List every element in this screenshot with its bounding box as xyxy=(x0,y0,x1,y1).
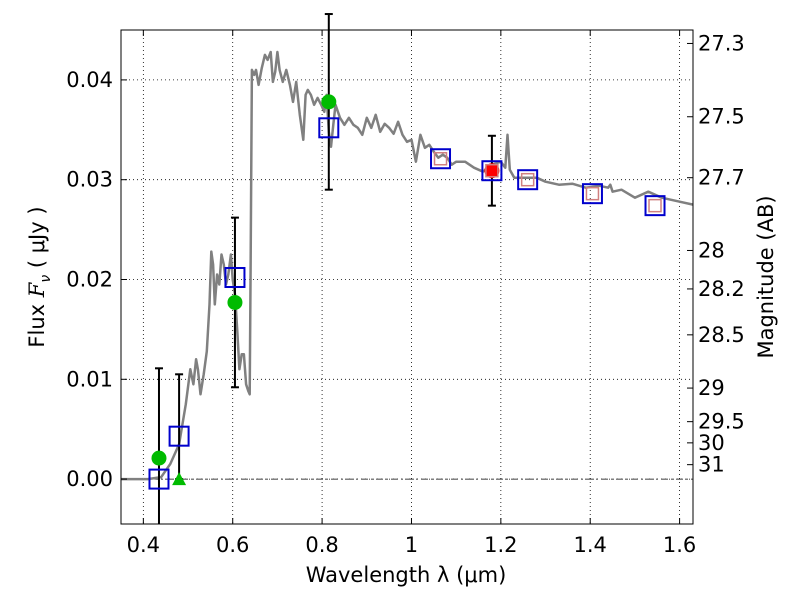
x-tick-label: 1.6 xyxy=(663,533,696,557)
x-tick-label: 0.8 xyxy=(305,533,338,557)
right-tick-label: 27.5 xyxy=(698,105,745,129)
right-tick-label: 30 xyxy=(698,431,725,455)
synthetic-point xyxy=(517,169,539,191)
x-tick-label: 1.4 xyxy=(574,533,607,557)
y-axis-label-symbol: F xyxy=(25,281,49,298)
nir-point xyxy=(484,163,500,179)
x-ticks: 0.4 0.6 0.8 1 1.2 1.4 1.6 xyxy=(127,30,696,557)
synthetic-point xyxy=(224,266,246,288)
synthetic-point xyxy=(644,195,666,217)
synthetic-point xyxy=(318,117,340,139)
synthetic-photometry-layer xyxy=(148,117,666,490)
right-tick-label: 27.3 xyxy=(698,31,745,55)
plot-frame xyxy=(120,29,694,525)
observed-point xyxy=(151,450,167,466)
right-tick-label: 28 xyxy=(698,238,725,262)
y-tick-label: 0.01 xyxy=(66,367,113,391)
model-spectrum-line xyxy=(121,50,694,481)
y-ticks: 0.00 0.01 0.02 0.03 0.04 xyxy=(66,68,127,491)
synthetic-point xyxy=(581,183,603,205)
marker-layer xyxy=(151,94,500,486)
synthetic-inner-mark xyxy=(648,198,662,213)
x-tick-label: 1 xyxy=(405,533,418,557)
observed-point xyxy=(227,294,243,310)
right-tick-label: 29.5 xyxy=(698,410,745,434)
synthetic-inner-mark xyxy=(520,172,535,187)
synthetic-point xyxy=(481,160,503,182)
synthetic-inner-mark xyxy=(433,151,448,166)
model-spectrum-layer xyxy=(121,50,694,481)
y-tick-label: 0.00 xyxy=(66,467,113,491)
right-tick-label: 31 xyxy=(698,453,725,477)
y-axis-label-units: ( μJy ) xyxy=(25,206,49,274)
right-tick-label: 29 xyxy=(698,376,725,400)
x-tick-label: 1.2 xyxy=(484,533,517,557)
x-tick-label: 0.6 xyxy=(216,533,249,557)
right-tick-label: 28.5 xyxy=(698,323,745,347)
y-axis-label: Flux Fν ( μJy ) xyxy=(25,206,54,347)
synthetic-point xyxy=(430,148,452,170)
errorbar-layer xyxy=(154,13,496,524)
y-axis-label-prefix: Flux xyxy=(25,297,49,347)
x-tick-label: 0.4 xyxy=(127,533,160,557)
grid xyxy=(121,30,693,524)
synthetic-point xyxy=(148,468,170,490)
upper-limit-point xyxy=(172,472,187,486)
x-axis-label: Wavelength λ (μm) xyxy=(306,563,507,587)
y-axis-label-subscript: ν xyxy=(38,275,54,283)
synthetic-inner-mark xyxy=(485,163,499,178)
right-axis-label: Magnitude (AB) xyxy=(754,195,778,358)
synthetic-inner-mark xyxy=(585,186,600,201)
y-tick-label: 0.04 xyxy=(66,68,113,92)
right-tick-label: 27.7 xyxy=(698,166,745,190)
y-tick-label: 0.03 xyxy=(66,168,113,192)
right-tick-label: 28.2 xyxy=(698,277,745,301)
y-tick-label: 0.02 xyxy=(66,267,113,291)
observed-point xyxy=(321,94,337,110)
synthetic-point xyxy=(168,425,190,447)
